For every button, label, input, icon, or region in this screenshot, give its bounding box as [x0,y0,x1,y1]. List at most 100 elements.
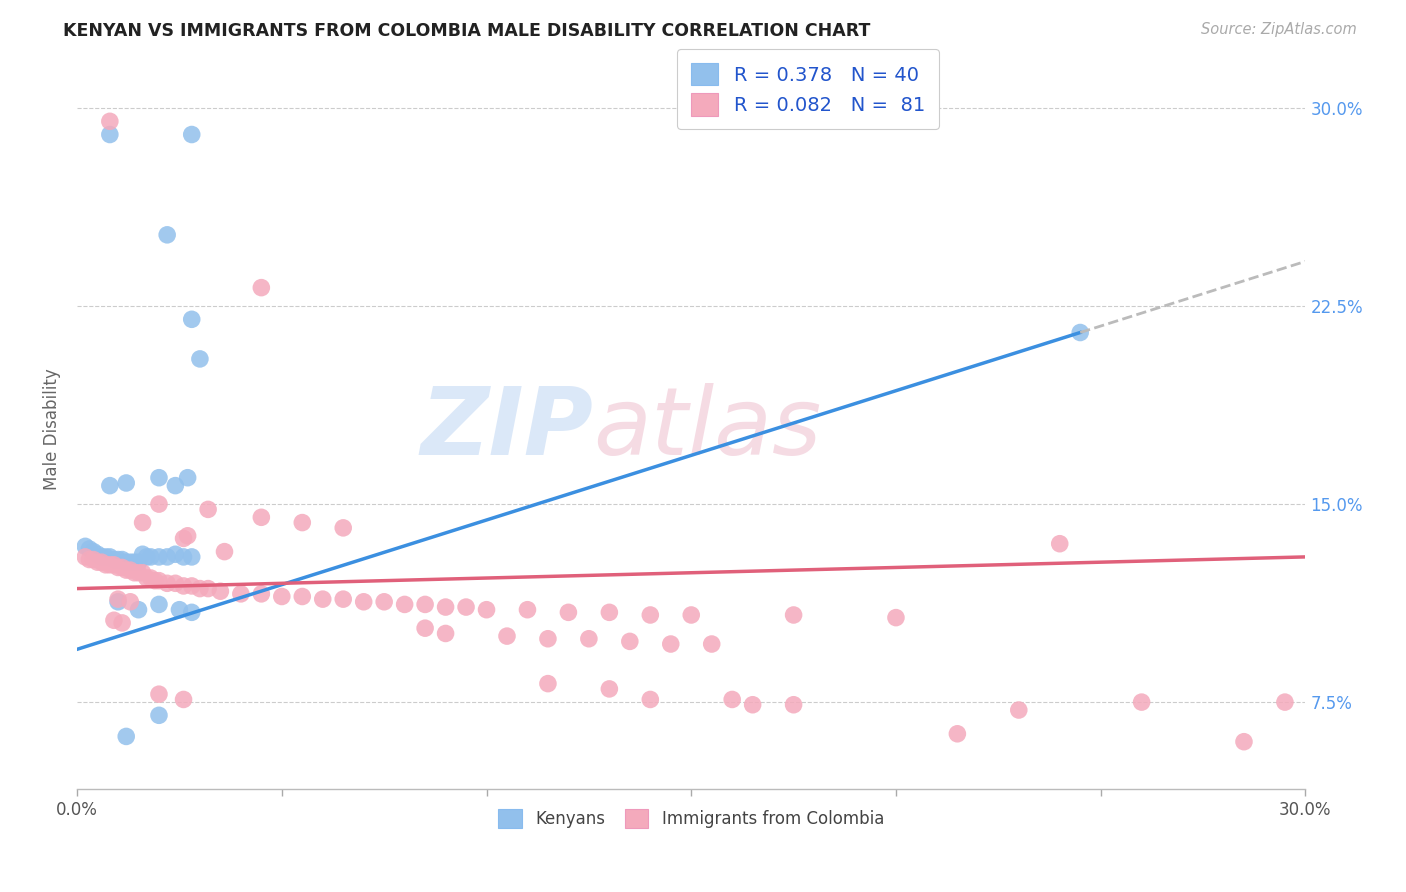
Point [782,607,804,622]
Point [332,592,354,607]
Point [148,598,170,612]
Point [176,529,198,543]
Point [148,708,170,723]
Point [312,592,335,607]
Point [475,603,498,617]
Text: ZIP: ZIP [420,383,593,475]
Point [197,582,219,596]
Point [250,587,273,601]
Point [128,566,150,580]
Text: KENYAN VS IMMIGRANTS FROM COLOMBIA MALE DISABILITY CORRELATION CHART: KENYAN VS IMMIGRANTS FROM COLOMBIA MALE … [63,22,870,40]
Point [115,475,138,490]
Point [75,549,97,564]
Point [148,687,170,701]
Point [115,730,138,744]
Point [82,552,104,566]
Point [148,574,170,588]
Point [115,555,138,569]
Point [98,128,121,142]
Point [537,676,560,690]
Point [180,312,202,326]
Point [291,516,314,530]
Point [180,605,202,619]
Point [434,626,457,640]
Point [98,558,121,572]
Point [640,607,662,622]
Point [107,552,129,566]
Point [156,227,179,242]
Point [640,692,662,706]
Point [135,549,157,564]
Point [946,727,969,741]
Point [98,478,121,492]
Point [111,552,134,566]
Point [90,549,112,564]
Point [120,555,142,569]
Point [107,560,129,574]
Point [681,607,703,622]
Point [1049,537,1071,551]
Point [86,547,108,561]
Point [82,544,104,558]
Point [1233,735,1256,749]
Point [1130,695,1153,709]
Point [169,603,191,617]
Point [115,563,138,577]
Point [413,598,436,612]
Point [148,549,170,564]
Point [111,560,134,574]
Point [98,114,121,128]
Point [86,555,108,569]
Point [516,603,538,617]
Point [782,698,804,712]
Point [120,595,142,609]
Point [659,637,682,651]
Point [103,558,125,572]
Legend: Kenyans, Immigrants from Colombia: Kenyans, Immigrants from Colombia [492,803,891,835]
Point [124,566,146,580]
Point [173,692,195,706]
Point [180,128,202,142]
Point [120,563,142,577]
Point [229,587,252,601]
Point [188,582,211,596]
Point [291,590,314,604]
Point [131,547,153,561]
Point [1008,703,1031,717]
Point [598,605,620,619]
Point [156,549,179,564]
Point [173,549,195,564]
Point [394,598,416,612]
Y-axis label: Male Disability: Male Disability [44,368,60,490]
Point [79,541,101,556]
Point [180,579,202,593]
Point [700,637,723,651]
Point [884,610,907,624]
Point [165,576,187,591]
Point [131,516,153,530]
Point [270,590,292,604]
Point [107,592,129,607]
Point [124,555,146,569]
Point [128,603,150,617]
Point [75,539,97,553]
Point [214,544,236,558]
Point [1069,326,1091,340]
Point [741,698,763,712]
Point [413,621,436,635]
Point [332,521,354,535]
Point [434,600,457,615]
Point [143,574,166,588]
Point [103,552,125,566]
Point [173,579,195,593]
Point [180,549,202,564]
Point [148,497,170,511]
Point [721,692,744,706]
Point [94,549,117,564]
Point [135,571,157,585]
Point [1274,695,1296,709]
Point [139,549,162,564]
Point [176,471,198,485]
Point [131,566,153,580]
Point [496,629,519,643]
